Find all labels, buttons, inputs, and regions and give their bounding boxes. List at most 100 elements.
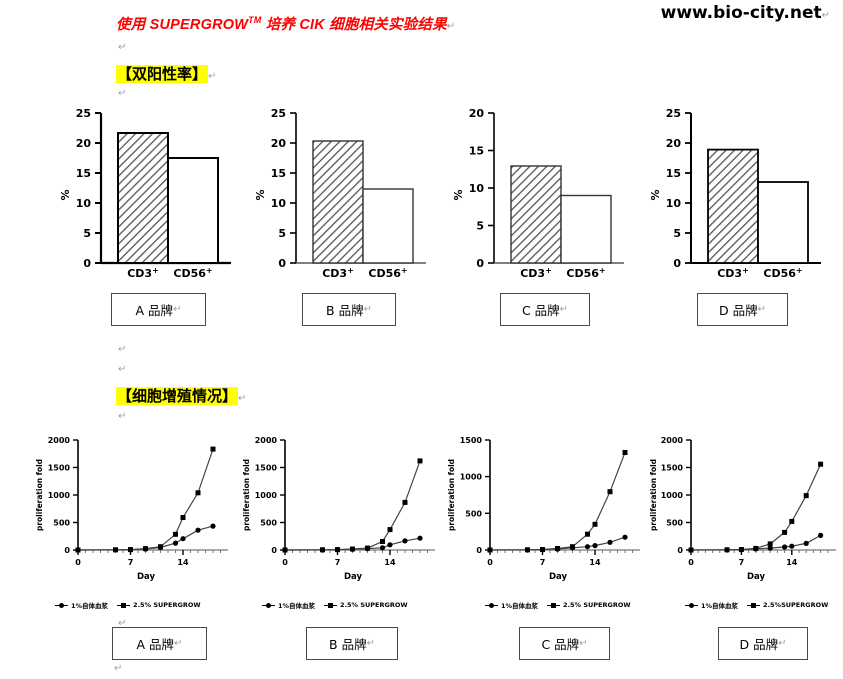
- x-category-cd3: CD3+: [717, 266, 749, 280]
- line-chart-brand-c-svg: 0 500 1000 1500 proliferation fold 0: [447, 436, 640, 582]
- line-chart-brand-b-svg: 0 500 1000 1500 2000 proliferation fold: [242, 436, 435, 582]
- x-tick-label: 14: [786, 558, 798, 567]
- series-autologous-markers: [282, 535, 423, 553]
- section-heading-double-positive-label: 【双阳性率】: [116, 65, 209, 83]
- x-tick-label: 7: [128, 558, 134, 567]
- y-tick-label: 1500: [255, 464, 278, 473]
- bar-chart-brand-a-svg: 0 5 10 15 20 25 % CD3+ CD56+: [59, 107, 231, 280]
- series-supergrow: [282, 458, 423, 553]
- y-axis-label: proliferation fold: [649, 459, 658, 531]
- x-axis-label: Day: [747, 572, 766, 582]
- x-axis: 0 7 14 Day: [75, 549, 228, 582]
- series-autologous-markers: [688, 532, 824, 553]
- y-tick-label: 0: [476, 546, 482, 555]
- brand-label: C 品牌: [541, 637, 580, 652]
- y-axis: 0 5 10 15 20 25 %: [59, 107, 103, 270]
- bar-chart-brand-d: 0 5 10 15 20 25 % CD3+ CD56+: [645, 103, 830, 281]
- series-autologous: [282, 535, 423, 553]
- legend-item-supergrow: 2.5% SUPERGROW: [547, 601, 631, 609]
- brand-box-a-bottom[interactable]: A 品牌 ↵: [112, 627, 207, 660]
- y-tick-label: 0: [673, 257, 681, 270]
- pilcrow-mark: ↵: [174, 638, 183, 649]
- legend-label: 2.5%SUPERGROW: [763, 601, 829, 609]
- y-tick-label: 0: [64, 546, 70, 555]
- brand-label: A 品牌: [136, 637, 175, 652]
- x-tick-label: 14: [177, 558, 189, 567]
- bar-cd3: [117, 132, 169, 264]
- y-tick-label: 20: [666, 137, 682, 150]
- brand-box-c-bottom[interactable]: C 品牌 ↵: [519, 627, 610, 660]
- site-url: www.bio-city.net↵: [661, 3, 830, 23]
- y-axis-label: %: [452, 189, 465, 200]
- pilcrow-mark: ↵: [446, 21, 456, 32]
- bar-chart-brand-c: 0 5 10 15 20 % CD3+ CD56+: [448, 103, 633, 281]
- y-tick-label: 1000: [48, 491, 71, 500]
- section-heading-proliferation-label: 【细胞增殖情况】: [116, 387, 239, 405]
- x-category-cd56: CD56+: [368, 266, 407, 280]
- legend-item-supergrow: 2.5% SUPERGROW: [117, 601, 201, 609]
- series-supergrow: [688, 461, 824, 553]
- series-supergrow-markers: [282, 458, 423, 553]
- y-axis: 0 5 10 15 20 25 %: [649, 107, 692, 270]
- pilcrow-mark: ↵: [778, 638, 787, 649]
- pilcrow-mark: ↵: [559, 304, 569, 315]
- x-tick-label: 0: [487, 558, 493, 567]
- y-tick-label: 10: [271, 197, 287, 210]
- y-tick-label: 20: [271, 137, 287, 150]
- brand-box-d-bottom[interactable]: D 品牌 ↵: [718, 627, 808, 660]
- page-title-prefix: 使用 SUPERGROW: [116, 17, 249, 33]
- y-axis-label: %: [254, 189, 267, 200]
- pilcrow-mark: ↵: [118, 364, 127, 375]
- y-tick-label: 1000: [661, 491, 684, 500]
- site-url-text: www.bio-city.net: [660, 3, 822, 23]
- x-category-cd3: CD3+: [322, 266, 354, 280]
- legend-item-autologous: 1%自体血浆: [262, 600, 315, 610]
- x-tick-label: 14: [589, 558, 601, 567]
- line-chart-brand-b: 0 500 1000 1500 2000 proliferation fold: [235, 432, 450, 592]
- x-category-labels: CD3+ CD56+: [127, 266, 212, 280]
- x-axis: 0 7 14 Day: [487, 549, 640, 582]
- legend-label: 2.5% SUPERGROW: [563, 601, 631, 609]
- pilcrow-mark: ↵: [118, 344, 127, 355]
- y-tick-label: 2000: [661, 436, 684, 445]
- y-axis: 0 5 10 15 20 %: [452, 107, 495, 270]
- brand-box-b-bottom[interactable]: B 品牌 ↵: [306, 627, 398, 660]
- x-category-labels: CD3+ CD56+: [322, 266, 407, 280]
- brand-box-c-top[interactable]: C 品牌 ↵: [500, 293, 590, 326]
- x-axis-label: Day: [549, 572, 568, 582]
- legend-square-marker-icon: [747, 602, 761, 609]
- x-category-cd3: CD3+: [127, 266, 159, 280]
- page-title: 使用 SUPERGROWTM 培养 CIK 细胞相关实验结果↵: [116, 13, 455, 34]
- pilcrow-mark: ↵: [114, 663, 123, 674]
- legend-circle-marker-icon: [55, 602, 68, 609]
- bar-chart-brand-b: 0 5 10 15 20 25 % CD3+ CD56+: [250, 103, 435, 281]
- pilcrow-mark: ↵: [757, 304, 766, 315]
- legend-circle-marker-icon: [685, 602, 698, 609]
- y-tick-label: 15: [666, 167, 681, 180]
- brand-box-d-top[interactable]: D 品牌 ↵: [697, 293, 788, 326]
- legend-square-marker-icon: [547, 602, 561, 609]
- legend-item-autologous: 1%自体血浆: [685, 600, 738, 610]
- y-tick-label: 20: [469, 107, 485, 120]
- pilcrow-mark: ↵: [821, 10, 830, 21]
- series-supergrow-markers: [688, 461, 824, 553]
- brand-label: D 品牌: [739, 637, 779, 652]
- bar-cd3: [707, 148, 759, 264]
- series-supergrow: [487, 450, 628, 553]
- brand-box-b-top[interactable]: B 品牌 ↵: [302, 293, 396, 326]
- x-category-cd3: CD3+: [520, 266, 552, 280]
- y-tick-label: 0: [476, 257, 484, 270]
- x-tick-label: 0: [75, 558, 81, 567]
- y-tick-label: 25: [271, 107, 286, 120]
- y-tick-label: 15: [469, 145, 484, 158]
- y-tick-label: 0: [677, 546, 683, 555]
- brand-box-a-top[interactable]: A 品牌 ↵: [111, 293, 206, 326]
- section-heading-proliferation: 【细胞增殖情况】↵: [116, 385, 246, 406]
- trademark-mark: TM: [248, 15, 262, 26]
- legend-brand-c: 1%自体血浆 2.5% SUPERGROW: [485, 600, 631, 610]
- x-axis-label: Day: [137, 572, 156, 582]
- y-tick-label: 0: [83, 257, 91, 270]
- pilcrow-mark: ↵: [118, 42, 127, 53]
- pilcrow-mark: ↵: [118, 411, 127, 422]
- y-axis-label: %: [59, 189, 72, 200]
